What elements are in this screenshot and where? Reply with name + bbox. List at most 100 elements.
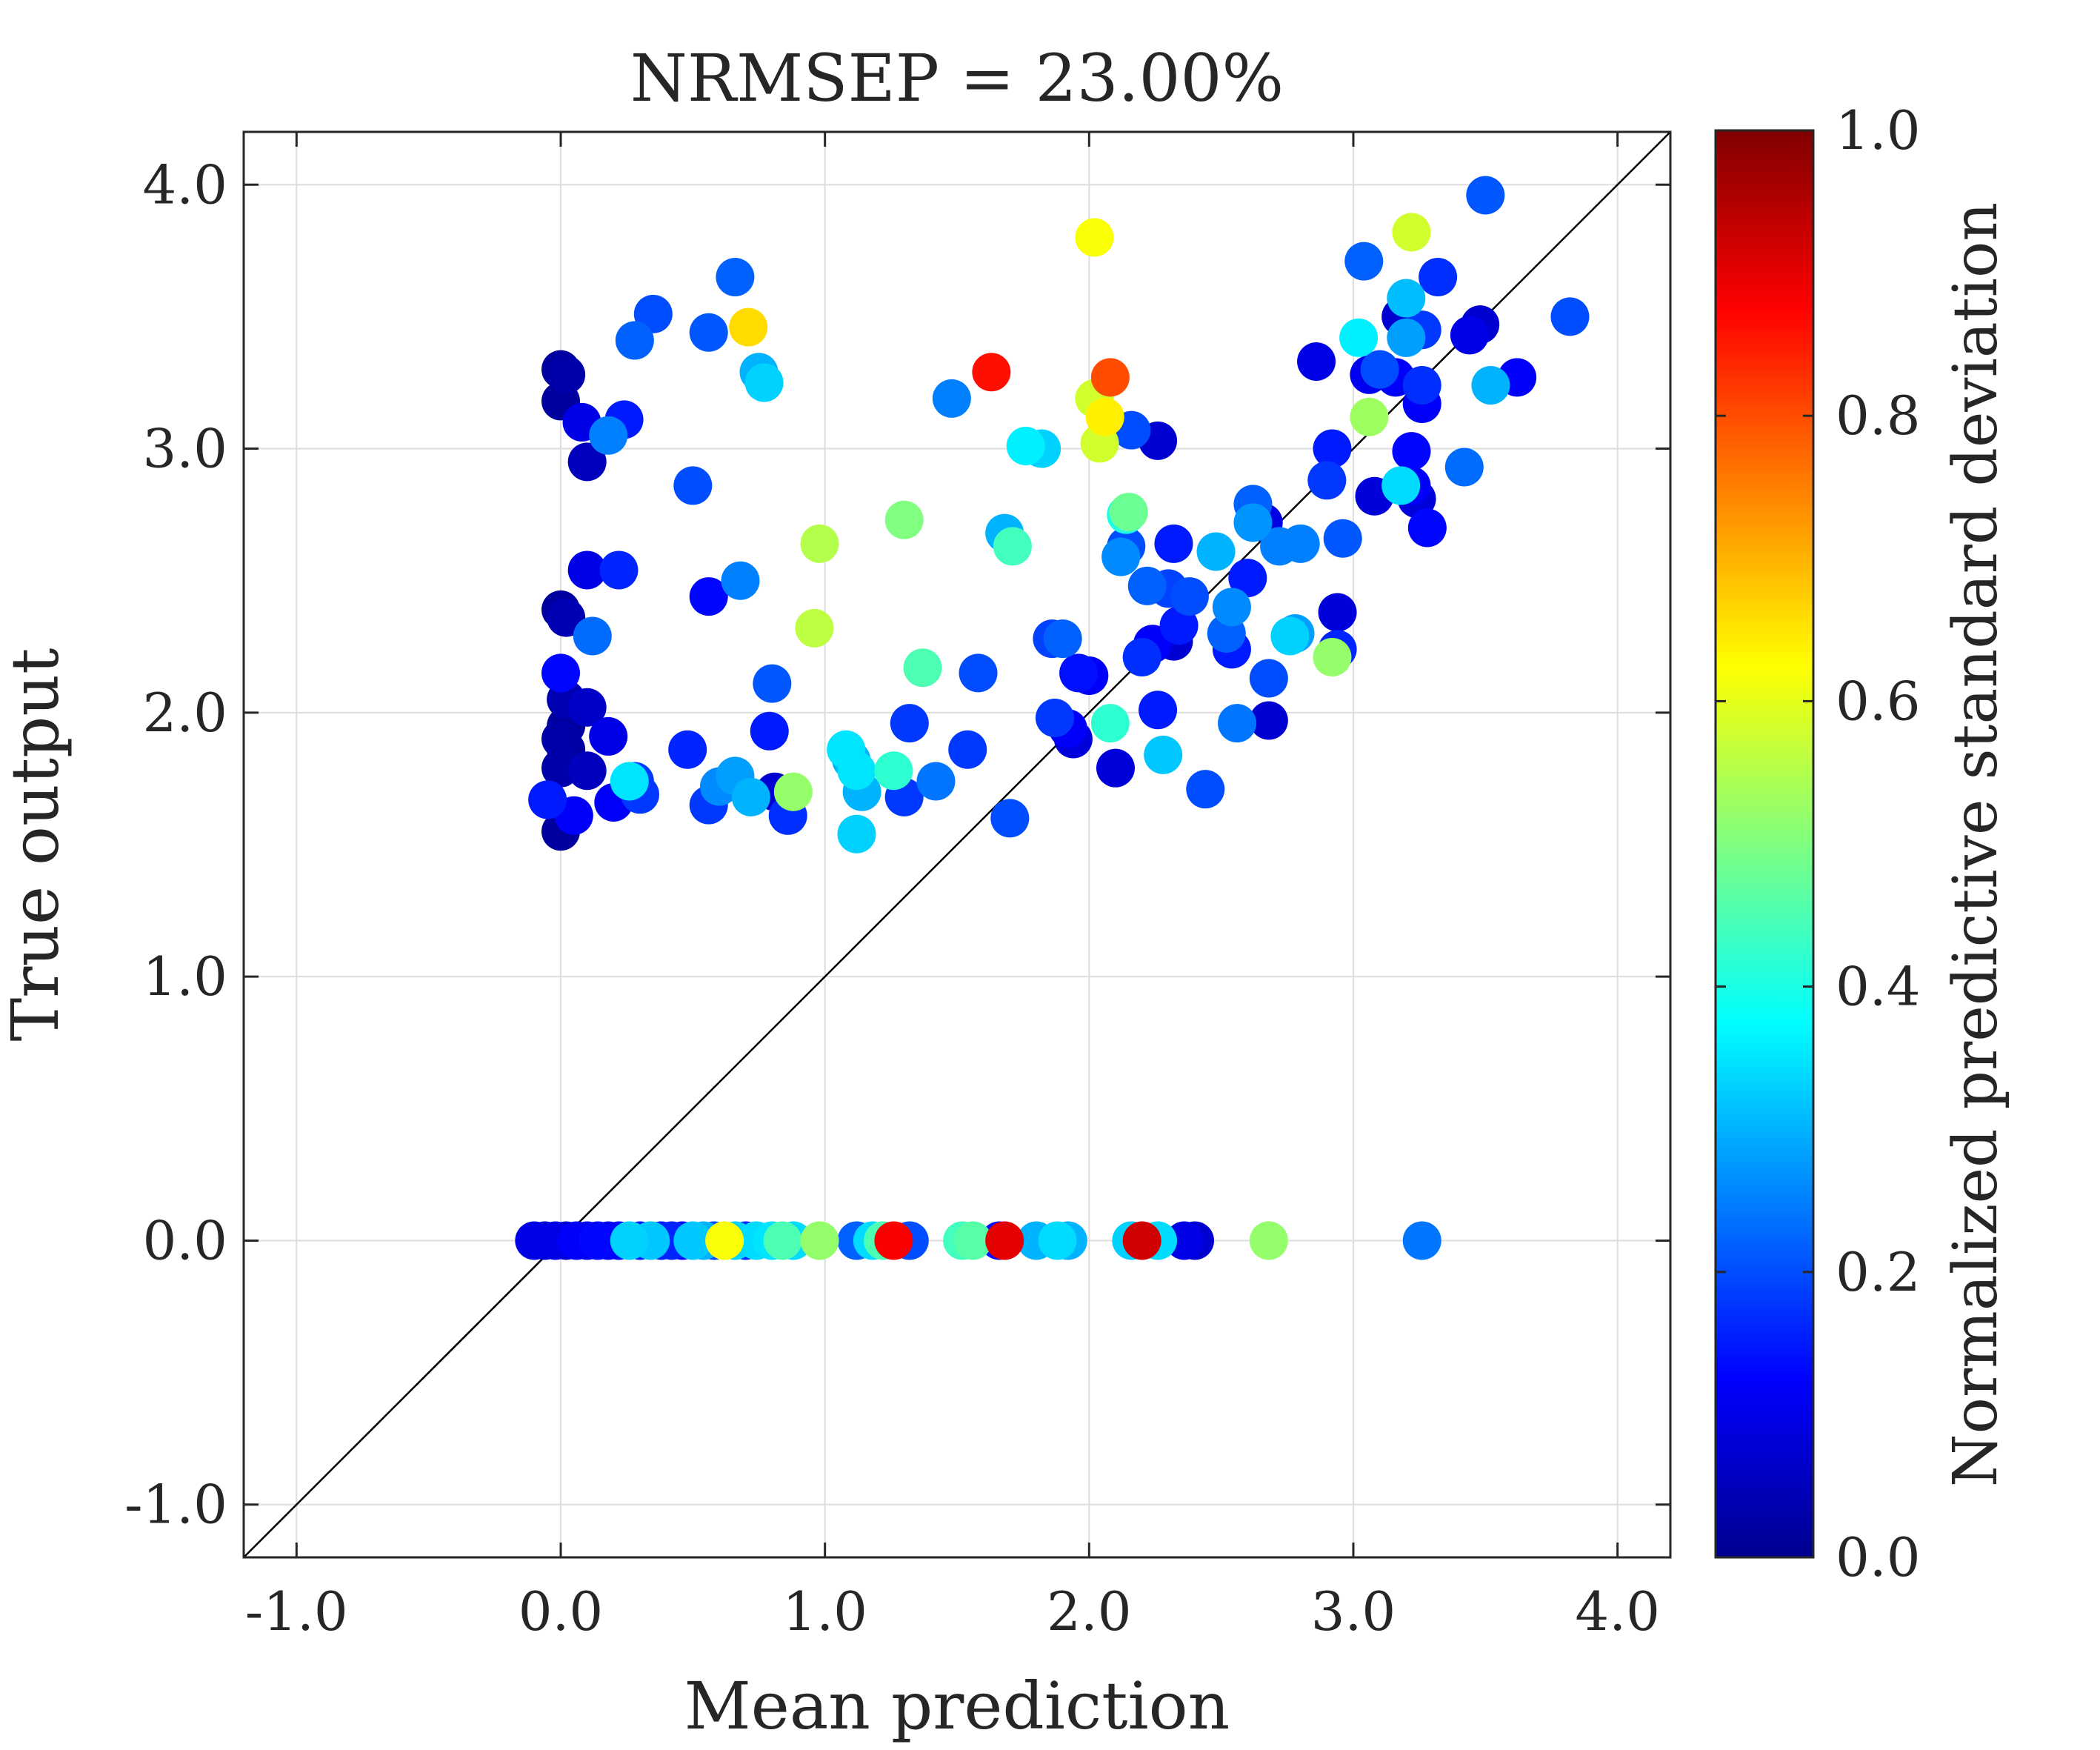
data-point [615,321,654,360]
axis-ticks [244,132,1670,1557]
y-tick-label: 0.0 [142,1209,227,1271]
x-tick-label: 3.0 [1311,1580,1396,1643]
data-point [731,777,770,816]
colorbar-label: Normalized predictive standard deviation [1941,202,2011,1487]
x-tick-label: 4.0 [1575,1580,1660,1643]
data-point [1170,577,1209,616]
data-point [1212,588,1251,627]
data-point [567,550,607,590]
data-point [716,257,755,296]
data-point [916,762,956,801]
data-point [837,814,876,854]
data-point [1318,593,1357,632]
data-point [721,561,760,600]
data-point [668,730,707,769]
data-point [1407,508,1447,548]
data-point [573,616,612,656]
data-point [673,1221,713,1260]
data-point [1402,366,1441,405]
data-point [1043,619,1082,659]
data-point [1006,426,1045,465]
colorbar-tick-labels: 0.0 0.2 0.4 0.6 0.8 1.0 [1836,99,1921,1588]
data-point [1550,297,1590,336]
data-point [1466,176,1505,215]
data-point [1164,1221,1204,1260]
colorbar-tick-label: 0.6 [1836,670,1921,732]
data-point [1249,659,1288,698]
data-point [1059,653,1099,693]
x-tick-label: 0.0 [519,1580,604,1643]
data-point [1035,698,1074,737]
data-point [729,307,768,347]
data-point [874,1221,913,1260]
data-point [1381,466,1421,505]
colorbar-tick-label: 0.8 [1836,385,1921,447]
data-point [1387,279,1426,318]
x-axis-label: Mean prediction [684,1668,1230,1744]
data-point [1122,1221,1161,1260]
data-point [959,653,998,693]
y-axis-label: True output [0,648,73,1042]
data-point [528,780,567,819]
y-tick-label: 3.0 [142,418,227,480]
y-tick-label: 2.0 [142,682,227,744]
data-point [541,653,580,693]
data-point [1392,213,1431,252]
data-point [1402,1221,1441,1260]
data-point [567,688,607,727]
colorbar-tick-label: 0.0 [1836,1526,1921,1588]
data-point [1281,524,1320,563]
data-point [1144,735,1183,774]
data-point [1419,257,1458,296]
data-point [1038,1221,1077,1260]
data-point [744,363,784,402]
x-tick-label: 2.0 [1047,1580,1132,1643]
data-point [800,524,839,563]
data-point [903,648,942,688]
data-point [1122,638,1161,677]
chart-title: NRMSEP = 23.00% [630,40,1284,116]
data-point [689,577,728,616]
data-point [1154,524,1193,563]
colorbar-ticks [1716,129,1813,1559]
data-point [800,1221,839,1260]
y-tick-labels: -1.0 0.0 1.0 2.0 3.0 4.0 [124,153,227,1535]
data-point [1350,397,1389,436]
colorbar-tick-label: 1.0 [1836,99,1921,162]
data-point [1249,701,1288,740]
data-point [1444,448,1484,487]
data-point [547,355,586,394]
data-point [1090,704,1130,743]
data-point [1233,503,1273,542]
data-point [1139,691,1178,730]
data-point [1159,606,1199,645]
data-point [1297,342,1336,381]
data-point [948,730,987,769]
data-point [1109,493,1148,532]
data-point [1450,316,1489,355]
data-point [985,1221,1024,1260]
data-point [993,527,1032,566]
data-points [515,176,1590,1260]
data-point [763,1221,802,1260]
colorbar-tick-label: 0.4 [1836,956,1921,1018]
data-point [673,466,713,505]
data-point [1270,616,1310,656]
data-point [589,716,628,756]
data-point [1090,358,1130,397]
data-point [1307,461,1347,500]
data-point [932,379,971,418]
data-point [1323,519,1362,558]
data-point [1085,397,1124,436]
data-point [750,711,789,751]
x-tick-label: 1.0 [782,1580,867,1643]
data-point [541,719,580,759]
y-tick-label: 4.0 [142,153,227,216]
data-point [1186,770,1225,809]
data-point [837,751,876,791]
x-tick-labels: -1.0 0.0 1.0 2.0 3.0 4.0 [245,1580,1660,1643]
data-point [599,550,639,590]
y-tick-label: -1.0 [124,1474,227,1536]
data-point [953,1221,993,1260]
